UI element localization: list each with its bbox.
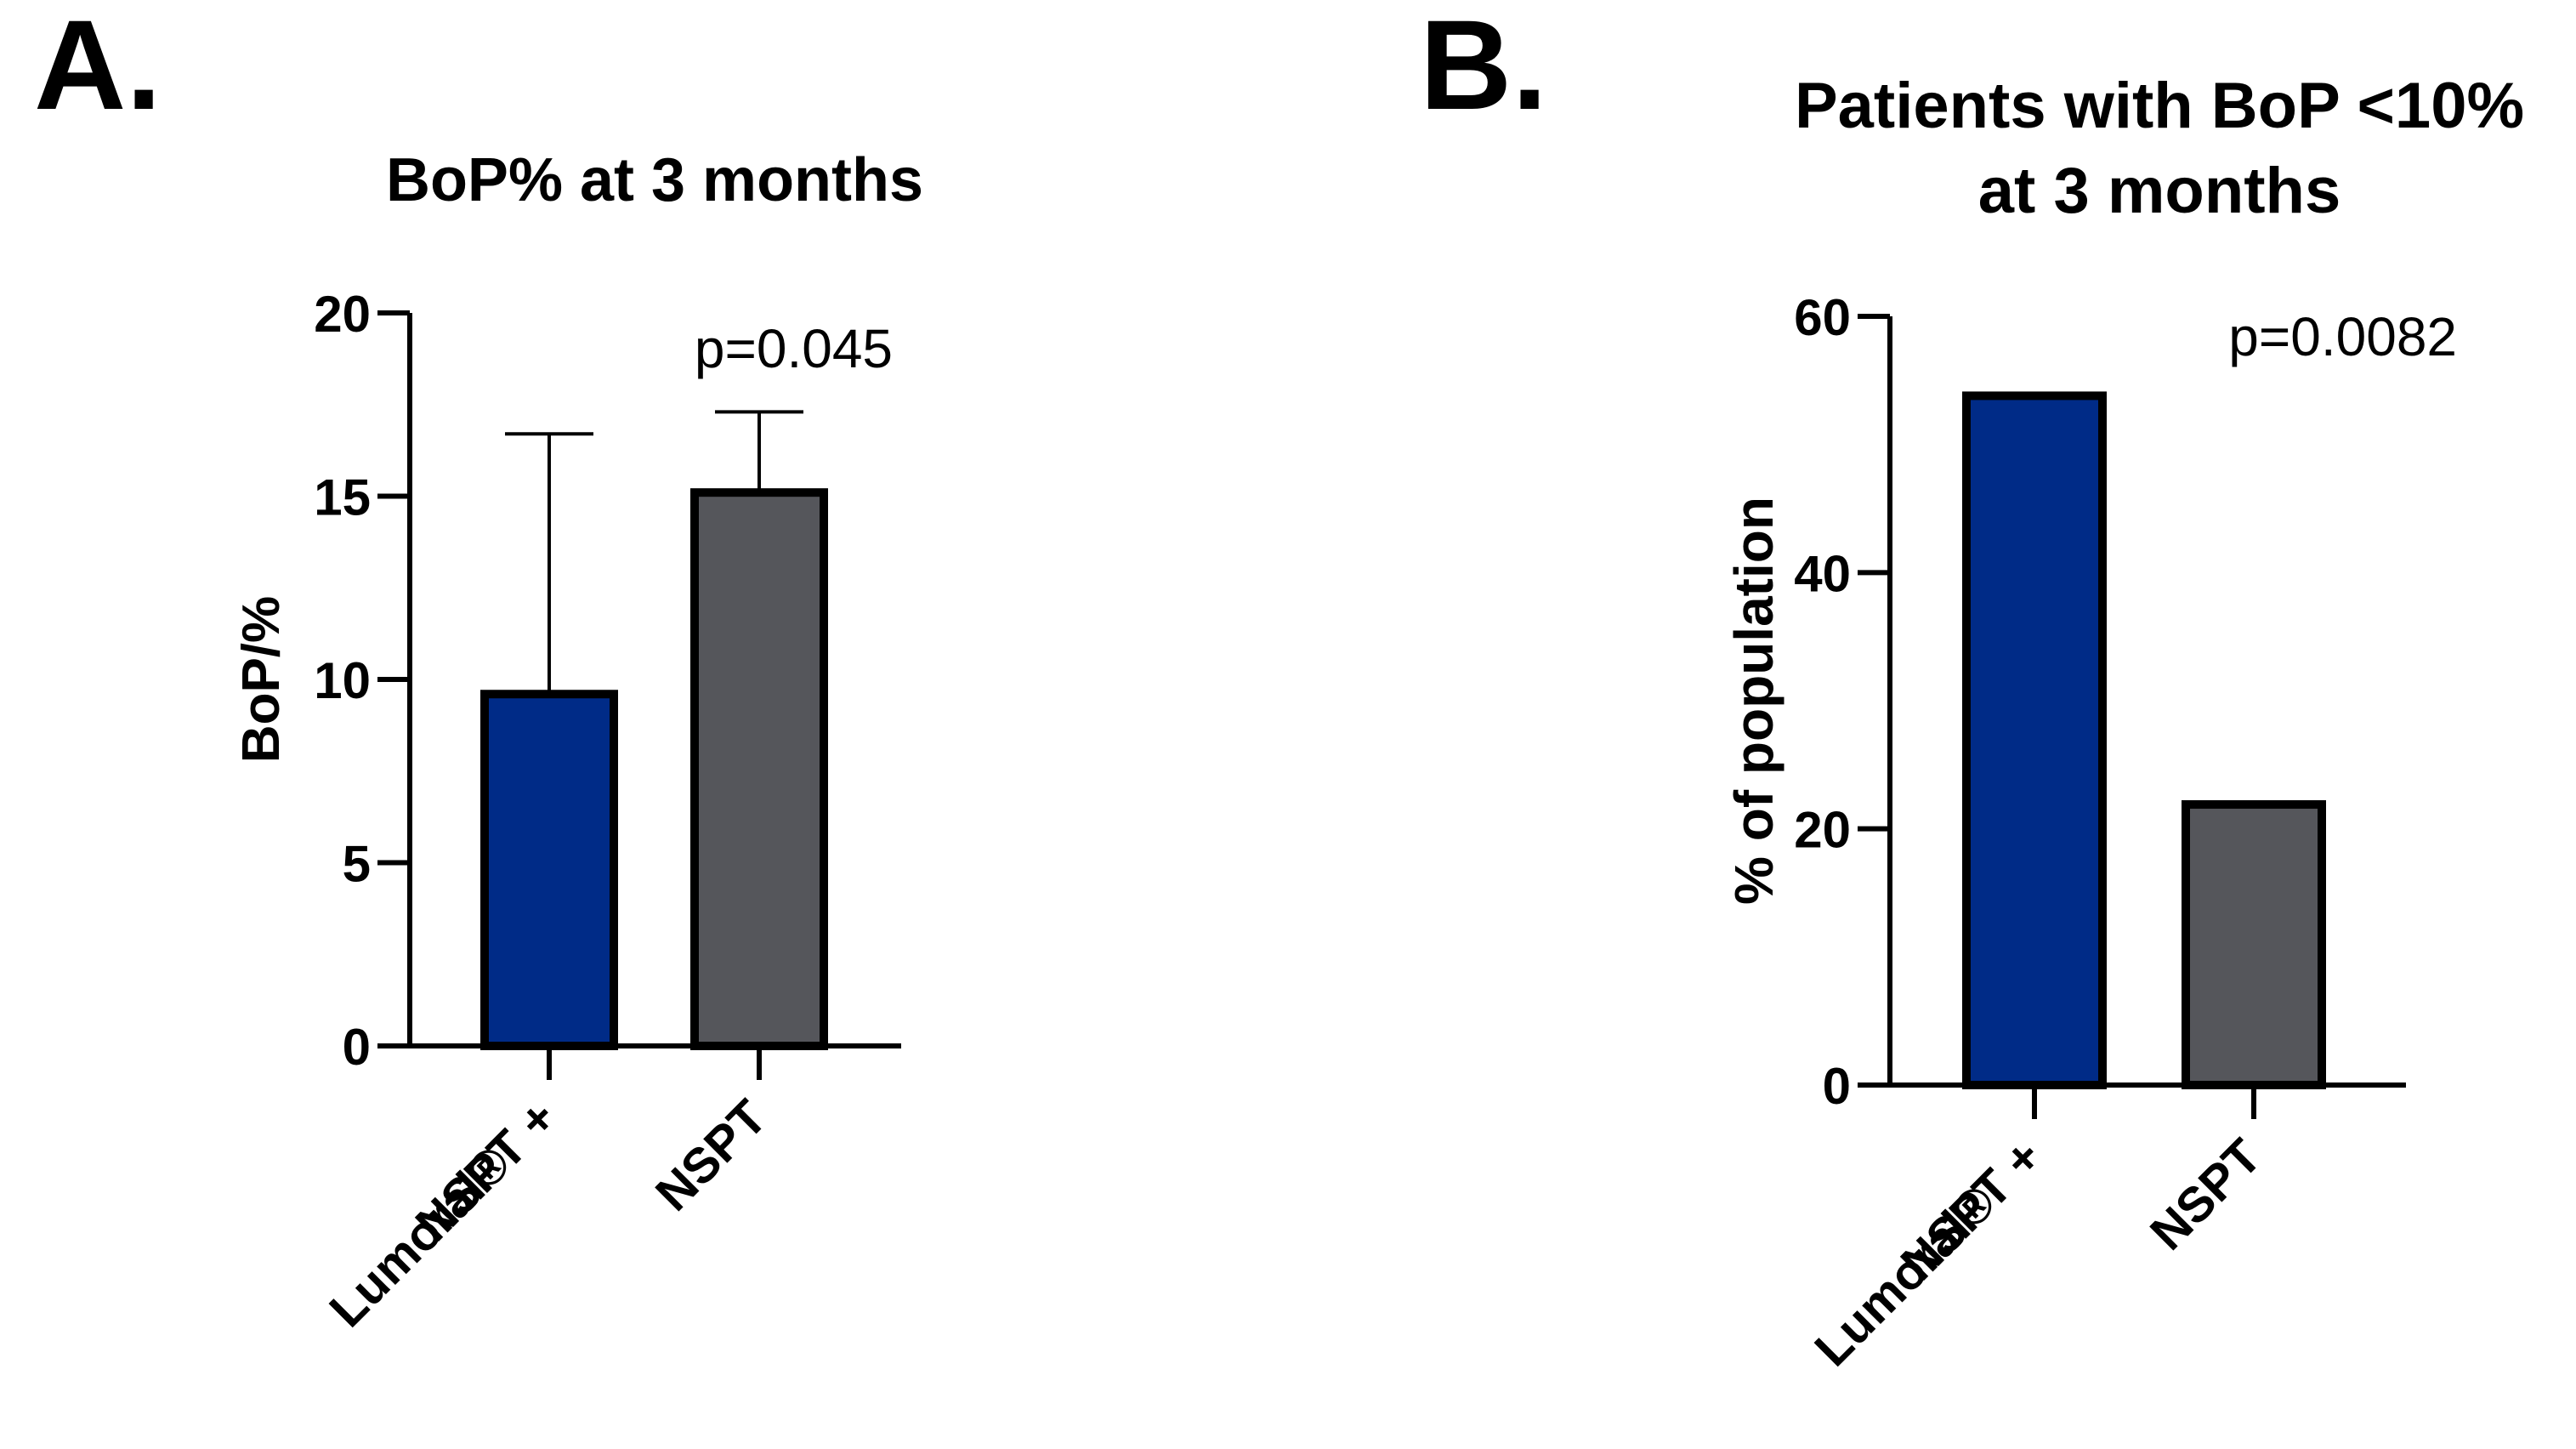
panel-a-bar-1 bbox=[480, 690, 618, 1050]
panel-b-y-tick-label: 20 bbox=[1794, 802, 1851, 859]
panel-b-y-tick-label: 0 bbox=[1823, 1058, 1851, 1115]
panel-a-y-tick-label: 20 bbox=[314, 286, 371, 343]
panel-b-p-value: p=0.0082 bbox=[2228, 306, 2457, 367]
panel-b-y-tick-label: 40 bbox=[1794, 545, 1851, 602]
panel-b-title-line-2: at 3 months bbox=[1978, 155, 2341, 227]
panel-a-title-line-1: BoP% at 3 months bbox=[386, 146, 923, 214]
panel-a-y-tick-label: 0 bbox=[343, 1019, 371, 1076]
panel-b-bar-1 bbox=[1962, 391, 2107, 1089]
panel-a-y-tick-label: 10 bbox=[314, 652, 371, 709]
panel-b-title-line-1: Patients with BoP <10% bbox=[1795, 70, 2524, 142]
panel-a-label: A. bbox=[34, 0, 162, 136]
panel-b-y-tick-label: 60 bbox=[1794, 289, 1851, 346]
panel-a-y-axis-label: BoP/% bbox=[232, 596, 291, 763]
panel-b-label: B. bbox=[1420, 0, 1547, 136]
panel-b-y-axis-label: % of population bbox=[1723, 497, 1784, 905]
panel-a-p-value: p=0.045 bbox=[695, 318, 893, 379]
panel-a-y-tick-label: 5 bbox=[343, 836, 371, 893]
panel-b-category-label: Lumoral® bbox=[1804, 1174, 2006, 1377]
panel-b-bar-2 bbox=[2182, 800, 2326, 1089]
panel-a-y-tick-label: 15 bbox=[314, 469, 371, 526]
panel-b-category-label: NSPT bbox=[2140, 1128, 2272, 1260]
